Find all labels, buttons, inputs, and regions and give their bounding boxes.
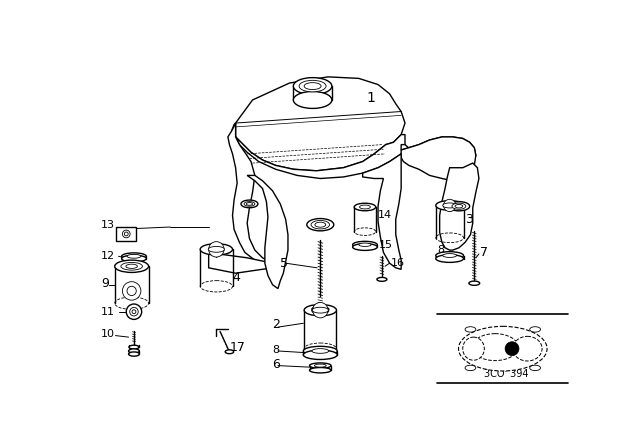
Circle shape <box>122 230 130 238</box>
Text: 3CO' 394: 3CO' 394 <box>484 369 529 379</box>
Polygon shape <box>209 250 273 273</box>
Ellipse shape <box>354 203 376 211</box>
Ellipse shape <box>293 78 332 95</box>
Ellipse shape <box>312 306 329 313</box>
Text: 1: 1 <box>367 91 376 105</box>
Ellipse shape <box>311 220 330 229</box>
Text: 5: 5 <box>280 257 288 270</box>
Bar <box>116 227 136 241</box>
Polygon shape <box>234 123 405 178</box>
Ellipse shape <box>360 205 371 209</box>
Ellipse shape <box>314 364 326 367</box>
Circle shape <box>124 232 128 236</box>
Ellipse shape <box>129 352 140 356</box>
Ellipse shape <box>377 277 387 281</box>
Ellipse shape <box>443 254 456 258</box>
Text: 9: 9 <box>101 277 109 290</box>
Text: 13: 13 <box>101 220 115 230</box>
Ellipse shape <box>303 346 337 356</box>
Ellipse shape <box>455 204 463 208</box>
Ellipse shape <box>299 80 326 92</box>
Circle shape <box>132 310 136 314</box>
Polygon shape <box>401 137 476 181</box>
Polygon shape <box>232 77 405 171</box>
Ellipse shape <box>310 363 331 368</box>
Ellipse shape <box>200 244 232 255</box>
Ellipse shape <box>129 345 139 349</box>
Ellipse shape <box>307 219 334 231</box>
Text: 10: 10 <box>101 329 115 339</box>
Ellipse shape <box>452 203 466 209</box>
Text: 16: 16 <box>391 258 405 268</box>
Ellipse shape <box>530 327 541 332</box>
Ellipse shape <box>304 82 321 90</box>
Circle shape <box>130 307 138 316</box>
Ellipse shape <box>465 365 476 370</box>
Ellipse shape <box>122 255 147 262</box>
Ellipse shape <box>208 246 225 252</box>
Circle shape <box>122 282 141 300</box>
Text: 15: 15 <box>379 240 393 250</box>
Ellipse shape <box>436 255 463 263</box>
Text: 6: 6 <box>273 358 280 371</box>
Polygon shape <box>363 154 401 269</box>
Ellipse shape <box>127 254 141 258</box>
Ellipse shape <box>312 349 329 353</box>
Ellipse shape <box>448 202 470 211</box>
Ellipse shape <box>312 307 328 313</box>
Ellipse shape <box>463 337 484 360</box>
Ellipse shape <box>530 365 541 370</box>
Text: 12: 12 <box>101 251 115 261</box>
Text: 14: 14 <box>378 211 392 220</box>
Polygon shape <box>401 137 476 169</box>
Ellipse shape <box>436 252 463 259</box>
Ellipse shape <box>353 244 378 250</box>
Circle shape <box>127 286 136 296</box>
Text: 11: 11 <box>101 307 115 317</box>
Circle shape <box>444 199 456 211</box>
Ellipse shape <box>359 243 371 246</box>
Ellipse shape <box>312 308 329 314</box>
Polygon shape <box>440 163 479 250</box>
Ellipse shape <box>115 260 148 272</box>
Polygon shape <box>228 123 273 268</box>
Ellipse shape <box>241 200 258 208</box>
Ellipse shape <box>513 336 542 361</box>
Ellipse shape <box>304 305 337 316</box>
Ellipse shape <box>310 367 331 373</box>
Ellipse shape <box>246 202 253 205</box>
Ellipse shape <box>465 327 476 332</box>
Ellipse shape <box>293 91 332 108</box>
Ellipse shape <box>436 201 463 210</box>
Ellipse shape <box>225 350 234 353</box>
Ellipse shape <box>472 334 518 361</box>
Text: 17: 17 <box>230 341 245 354</box>
Circle shape <box>505 342 519 356</box>
Ellipse shape <box>122 253 147 260</box>
Ellipse shape <box>315 222 326 227</box>
Ellipse shape <box>469 281 480 285</box>
Ellipse shape <box>303 350 337 359</box>
Text: 4: 4 <box>232 271 241 284</box>
Polygon shape <box>247 176 288 289</box>
Circle shape <box>312 302 328 318</box>
Ellipse shape <box>129 349 140 353</box>
Ellipse shape <box>443 203 456 208</box>
Text: 3: 3 <box>465 213 473 226</box>
Circle shape <box>126 304 141 319</box>
Ellipse shape <box>353 241 378 248</box>
Text: 8: 8 <box>273 345 280 355</box>
Text: 2: 2 <box>272 318 280 332</box>
Circle shape <box>209 241 224 257</box>
Ellipse shape <box>458 326 547 371</box>
Text: 7: 7 <box>481 246 488 259</box>
Ellipse shape <box>244 202 255 206</box>
Ellipse shape <box>126 264 138 268</box>
Text: 8: 8 <box>437 245 444 255</box>
Ellipse shape <box>121 263 143 270</box>
